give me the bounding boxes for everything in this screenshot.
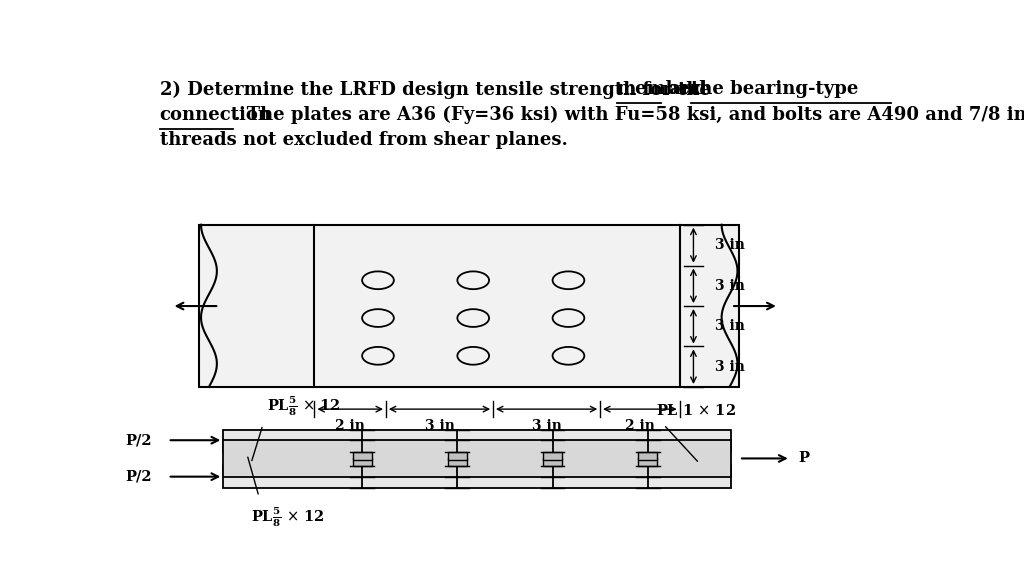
Text: P: P xyxy=(799,451,810,466)
Bar xyxy=(447,458,467,466)
Text: PL$\mathregular{\frac{5}{8}}$ $\times$ 12: PL$\mathregular{\frac{5}{8}}$ $\times$ 1… xyxy=(267,394,341,418)
Bar xyxy=(223,430,731,452)
Text: 3 in: 3 in xyxy=(715,279,745,293)
Text: 3 in: 3 in xyxy=(715,319,745,334)
Text: 3 in: 3 in xyxy=(715,238,745,252)
Text: 2 in: 2 in xyxy=(335,419,366,433)
Text: P/2: P/2 xyxy=(125,433,152,447)
Text: the bearing-type: the bearing-type xyxy=(691,80,859,98)
Text: 2 in: 2 in xyxy=(625,419,654,433)
Text: . The plates are A36 (Fy=36 ksi) with Fu=58 ksi, and bolts are A490 and 7/8 in,: . The plates are A36 (Fy=36 ksi) with Fu… xyxy=(234,106,1024,124)
Text: connection: connection xyxy=(160,106,271,123)
Bar xyxy=(638,458,657,466)
Bar xyxy=(223,466,731,488)
Text: 3 in: 3 in xyxy=(425,419,455,433)
Text: 3 in: 3 in xyxy=(715,359,745,374)
Bar xyxy=(543,458,562,466)
Text: P/2: P/2 xyxy=(125,470,152,484)
Bar xyxy=(447,452,467,460)
Text: member: member xyxy=(616,80,700,98)
Text: PL$\mathregular{\frac{5}{8}}$ $\times$ 12: PL$\mathregular{\frac{5}{8}}$ $\times$ 1… xyxy=(251,505,325,529)
Bar xyxy=(543,452,562,460)
Bar xyxy=(200,225,739,387)
Bar xyxy=(352,452,372,460)
Bar xyxy=(223,440,731,477)
Text: 3 in: 3 in xyxy=(531,419,561,433)
Text: 2) Determine the LRFD design tensile strength for the: 2) Determine the LRFD design tensile str… xyxy=(160,80,717,99)
Bar xyxy=(352,458,372,466)
Text: PL 1 $\times$ 12: PL 1 $\times$ 12 xyxy=(655,403,736,418)
Text: and: and xyxy=(663,80,713,98)
Text: threads not excluded from shear planes.: threads not excluded from shear planes. xyxy=(160,131,567,149)
Bar xyxy=(638,452,657,460)
